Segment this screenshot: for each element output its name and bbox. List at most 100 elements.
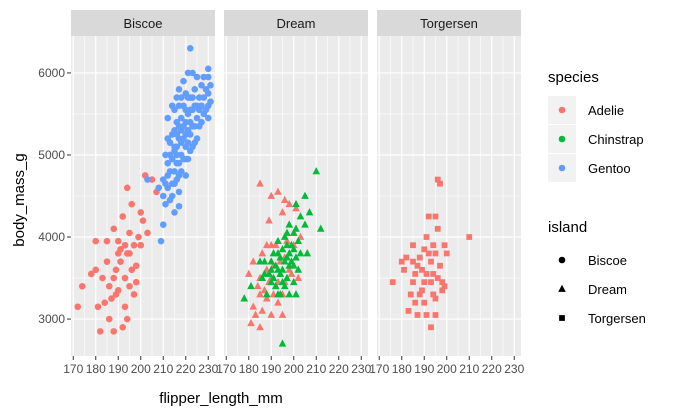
point-adelie bbox=[287, 269, 296, 277]
point-adelie bbox=[92, 237, 100, 245]
x-tick-label: 210 bbox=[459, 362, 479, 376]
point-chinstrap bbox=[280, 232, 289, 240]
point-adelie bbox=[244, 269, 253, 277]
x-tick-label: 230 bbox=[504, 362, 524, 376]
y-tick-label: 3000 bbox=[38, 312, 65, 326]
point-adelie bbox=[114, 237, 122, 245]
point-chinstrap bbox=[278, 265, 287, 273]
point-chinstrap bbox=[296, 249, 305, 257]
point-adelie bbox=[401, 266, 407, 273]
point-adelie bbox=[441, 242, 448, 249]
point-chinstrap bbox=[276, 269, 285, 277]
point-chinstrap bbox=[303, 249, 312, 257]
x-tick-label: 220 bbox=[176, 362, 196, 376]
point-chinstrap bbox=[301, 191, 309, 199]
point-adelie bbox=[121, 303, 129, 311]
legend-label: Biscoe bbox=[588, 253, 627, 268]
point-adelie bbox=[74, 303, 82, 311]
point-gentoo bbox=[171, 209, 178, 216]
point-adelie bbox=[405, 307, 412, 314]
x-tick-label: 170 bbox=[63, 362, 83, 376]
point-gentoo bbox=[171, 106, 178, 114]
point-adelie bbox=[117, 246, 124, 253]
x-tick-label: 210 bbox=[153, 362, 173, 376]
point-adelie bbox=[432, 312, 439, 318]
point-adelie bbox=[258, 249, 267, 257]
point-gentoo bbox=[204, 73, 212, 81]
legend-title: island bbox=[548, 219, 587, 236]
point-chinstrap bbox=[294, 236, 303, 245]
facet-panel-torgersen: Torgersen bbox=[377, 10, 521, 356]
point-adelie bbox=[437, 262, 443, 269]
point-adelie bbox=[251, 310, 260, 318]
facet-strip bbox=[224, 10, 368, 36]
point-adelie bbox=[112, 266, 120, 274]
point-chinstrap bbox=[292, 224, 300, 232]
point-gentoo bbox=[166, 139, 174, 146]
point-chinstrap bbox=[285, 290, 294, 298]
point-gentoo bbox=[171, 168, 178, 175]
point-adelie bbox=[105, 315, 113, 323]
point-chinstrap bbox=[283, 273, 291, 281]
point-adelie bbox=[389, 279, 396, 286]
point-chinstrap bbox=[292, 199, 300, 208]
point-gentoo bbox=[157, 237, 165, 245]
legend-label: Adelie bbox=[588, 103, 624, 118]
point-gentoo bbox=[198, 118, 205, 126]
point-gentoo bbox=[175, 86, 183, 93]
point-gentoo bbox=[186, 131, 194, 138]
point-adelie bbox=[407, 291, 414, 298]
point-gentoo bbox=[193, 114, 201, 122]
point-chinstrap bbox=[240, 294, 249, 302]
legend-label: Torgersen bbox=[588, 311, 646, 326]
point-adelie bbox=[441, 283, 448, 290]
point-adelie bbox=[410, 242, 416, 249]
point-adelie bbox=[294, 273, 303, 281]
point-chinstrap bbox=[267, 257, 276, 265]
point-adelie bbox=[249, 302, 258, 310]
facet-panel-biscoe: Biscoe bbox=[71, 10, 215, 356]
legend-label: Gentoo bbox=[588, 161, 631, 176]
point-adelie bbox=[423, 234, 430, 240]
point-gentoo bbox=[207, 98, 214, 105]
point-chinstrap bbox=[274, 290, 282, 298]
point-adelie bbox=[119, 213, 127, 220]
point-adelie bbox=[410, 279, 416, 286]
point-adelie bbox=[94, 303, 102, 311]
point-adelie bbox=[247, 318, 255, 327]
point-gentoo bbox=[198, 102, 205, 110]
point-gentoo bbox=[175, 202, 183, 210]
point-adelie bbox=[121, 274, 129, 282]
point-adelie bbox=[103, 258, 111, 265]
point-adelie bbox=[130, 291, 138, 298]
point-gentoo bbox=[191, 86, 199, 93]
y-tick-label: 5000 bbox=[38, 148, 65, 162]
point-adelie bbox=[130, 241, 138, 249]
point-adelie bbox=[278, 310, 287, 318]
point-gentoo bbox=[193, 73, 201, 81]
legend-marker-gentoo bbox=[558, 164, 566, 172]
facet-strip bbox=[377, 10, 521, 36]
point-gentoo bbox=[175, 159, 183, 167]
point-adelie bbox=[108, 295, 115, 302]
x-tick-label: 200 bbox=[437, 362, 457, 376]
point-chinstrap bbox=[278, 245, 287, 253]
point-adelie bbox=[267, 191, 276, 199]
point-chinstrap bbox=[260, 257, 269, 265]
point-chinstrap bbox=[271, 281, 280, 290]
point-chinstrap bbox=[247, 281, 255, 290]
point-adelie bbox=[114, 287, 122, 294]
point-adelie bbox=[132, 262, 140, 270]
point-chinstrap bbox=[296, 212, 305, 220]
point-adelie bbox=[119, 323, 127, 331]
point-gentoo bbox=[159, 221, 167, 229]
point-adelie bbox=[428, 279, 434, 286]
point-adelie bbox=[78, 282, 86, 290]
point-adelie bbox=[92, 266, 100, 274]
point-adelie bbox=[274, 298, 282, 306]
point-adelie bbox=[126, 250, 133, 257]
point-gentoo bbox=[200, 94, 208, 101]
legend-marker-torgersen bbox=[559, 315, 565, 321]
point-chinstrap bbox=[292, 290, 300, 298]
point-chinstrap bbox=[289, 228, 298, 236]
